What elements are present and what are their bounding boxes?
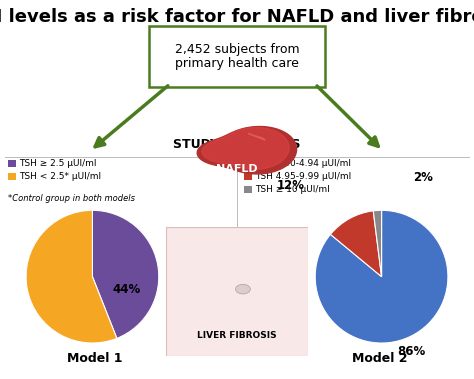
Text: 2%: 2% <box>413 171 433 184</box>
Text: 86%: 86% <box>397 345 426 358</box>
Ellipse shape <box>236 284 250 294</box>
FancyBboxPatch shape <box>166 227 308 356</box>
Text: TSH levels as a risk factor for NAFLD and liver fibrosis: TSH levels as a risk factor for NAFLD an… <box>0 8 474 26</box>
Text: Model 1: Model 1 <box>67 352 123 365</box>
Text: NAFLD: NAFLD <box>216 164 258 174</box>
Polygon shape <box>197 127 297 174</box>
Wedge shape <box>92 210 159 338</box>
Text: LIVER FIBROSIS: LIVER FIBROSIS <box>197 331 277 340</box>
Polygon shape <box>202 127 289 169</box>
Wedge shape <box>26 210 117 343</box>
Text: STUDY VARIABLES: STUDY VARIABLES <box>173 138 301 152</box>
FancyBboxPatch shape <box>244 173 252 180</box>
FancyBboxPatch shape <box>8 160 16 167</box>
FancyBboxPatch shape <box>8 173 16 180</box>
Wedge shape <box>373 210 382 277</box>
Text: 2,452 subjects from
primary health care: 2,452 subjects from primary health care <box>175 42 299 70</box>
Text: Model 2: Model 2 <box>352 352 408 365</box>
FancyBboxPatch shape <box>149 26 325 87</box>
Wedge shape <box>315 210 448 343</box>
Text: TSH ≥ 2.5 μUI/ml: TSH ≥ 2.5 μUI/ml <box>19 159 97 168</box>
Wedge shape <box>330 211 382 277</box>
FancyBboxPatch shape <box>244 186 252 193</box>
Text: 12%: 12% <box>276 179 304 192</box>
Text: TSH 4.95-9.99 μUI/ml: TSH 4.95-9.99 μUI/ml <box>255 172 351 181</box>
Text: TSH < 2.5* μUI/ml: TSH < 2.5* μUI/ml <box>19 172 101 181</box>
Text: *Control group in both models: *Control group in both models <box>8 194 135 203</box>
Text: 44%: 44% <box>112 283 141 296</box>
FancyBboxPatch shape <box>244 160 252 167</box>
Polygon shape <box>248 134 265 140</box>
Text: TSH 2.50-4.94 μUI/ml: TSH 2.50-4.94 μUI/ml <box>255 159 351 168</box>
Text: TSH ≥ 10 μUI/ml: TSH ≥ 10 μUI/ml <box>255 185 330 194</box>
